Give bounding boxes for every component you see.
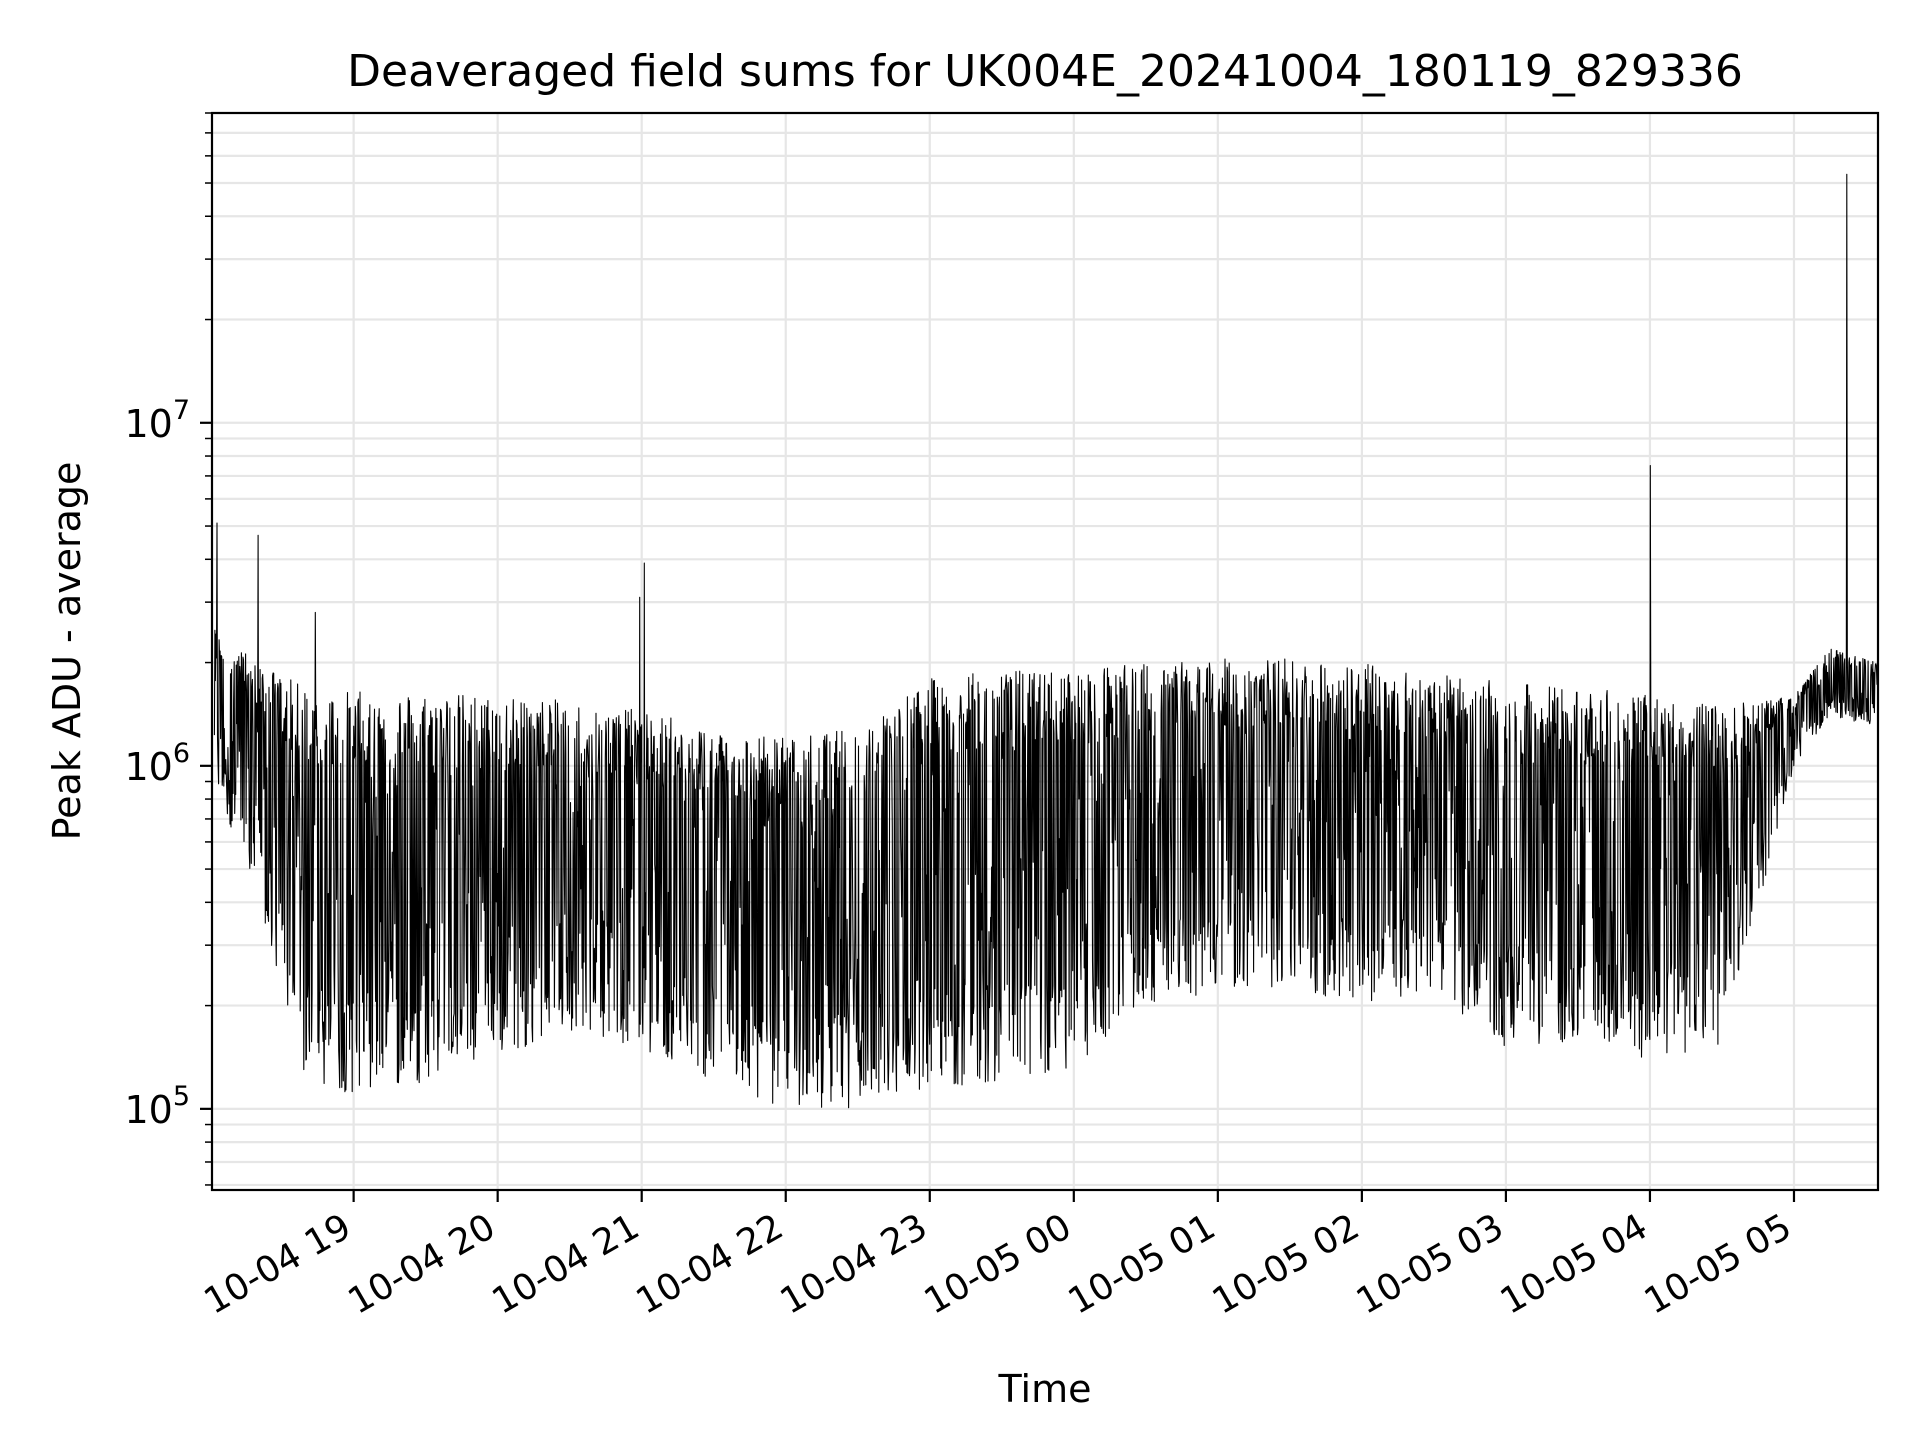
y-tick-base: 10 — [124, 1088, 172, 1132]
y-tick-base: 10 — [124, 402, 172, 446]
x-axis-label: Time — [998, 1367, 1092, 1411]
y-tick-label: 105 — [124, 1081, 190, 1132]
x-tick-label: 10-04 20 — [341, 1206, 502, 1322]
series-layer — [213, 173, 1878, 1109]
y-tick-exponent: 7 — [173, 395, 190, 426]
y-tick-label: 106 — [124, 738, 190, 789]
chart-title: Deaveraged field sums for UK004E_2024100… — [347, 46, 1743, 97]
x-tick-label: 10-05 05 — [1638, 1206, 1799, 1322]
x-tick-label: 10-05 04 — [1494, 1206, 1655, 1322]
x-tick-label: 10-05 03 — [1350, 1206, 1511, 1322]
y-tick-exponent: 6 — [173, 738, 190, 769]
x-tick-label: 10-05 02 — [1206, 1206, 1367, 1322]
x-tick-label: 10-05 01 — [1062, 1206, 1223, 1322]
series-line — [213, 173, 1878, 1109]
x-tick-label: 10-05 00 — [918, 1206, 1079, 1322]
x-tick-label: 10-04 23 — [774, 1206, 935, 1322]
y-tick-exponent: 5 — [173, 1081, 190, 1112]
x-tick-label: 10-04 22 — [630, 1206, 791, 1322]
plot-frame — [210, 111, 1880, 1192]
y-tick-label: 107 — [124, 395, 190, 446]
y-axis-label: Peak ADU - average — [45, 462, 89, 841]
y-tick-base: 10 — [124, 745, 172, 789]
x-tick-label: 10-04 19 — [197, 1206, 358, 1322]
x-tick-label: 10-04 21 — [486, 1206, 647, 1322]
